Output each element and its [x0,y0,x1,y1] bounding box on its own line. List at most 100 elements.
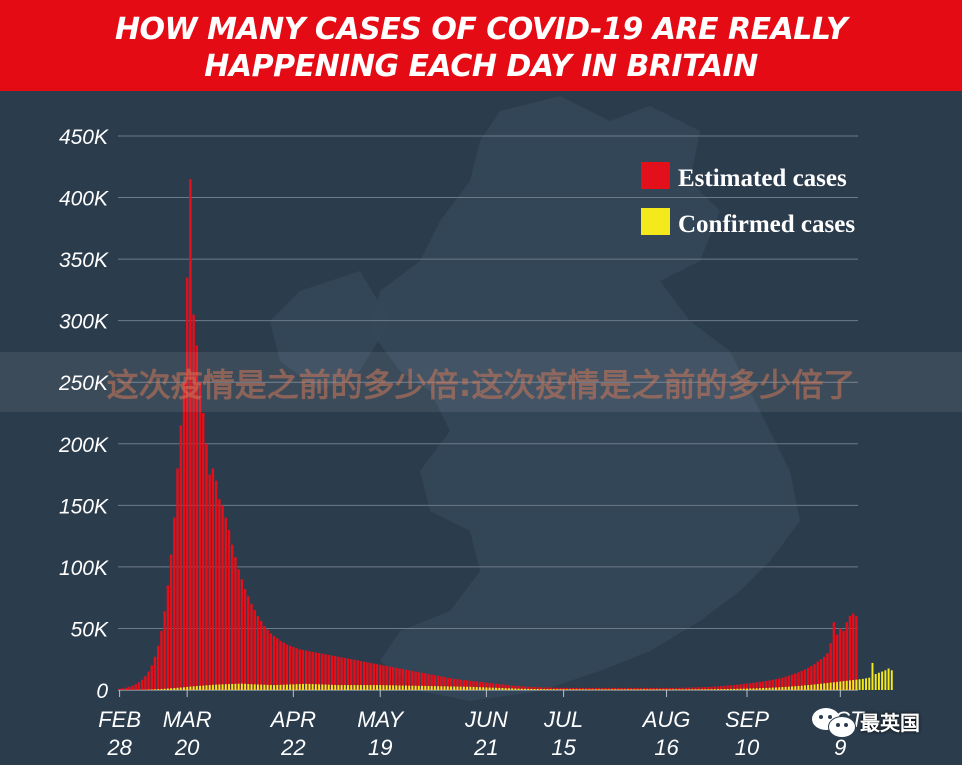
estimated-bar [308,651,311,690]
confirmed-bar [655,689,658,690]
confirmed-bar [218,684,221,690]
confirmed-bar [279,684,282,690]
estimated-bar [182,382,186,690]
estimated-bar [626,687,630,690]
confirmed-bar [404,685,407,690]
estimated-bar [417,672,421,690]
confirmed-bar [192,686,195,690]
estimated-bar [761,681,765,690]
confirmed-bar [443,686,446,690]
confirmed-bar [855,679,858,690]
estimated-bar [633,687,636,690]
confirmed-bar [688,689,691,690]
confirmed-bar [604,689,607,690]
confirmed-bar [437,686,440,690]
confirmed-bar [626,689,629,690]
confirmed-bar [527,688,530,690]
confirmed-bar [556,689,559,690]
estimated-bar [333,656,337,690]
estimated-bar [221,505,224,690]
confirmed-bar [852,680,855,690]
estimated-bar [855,616,858,690]
estimated-bar [501,684,504,690]
confirmed-bar [694,689,697,690]
estimated-bar [346,658,350,690]
y-tick-label: 300K [59,311,109,334]
estimated-bar [794,673,797,690]
estimated-bar [823,656,826,690]
confirmed-bar [298,684,301,690]
confirmed-bar [549,689,552,690]
estimated-bar [549,687,552,690]
estimated-bar [121,688,125,690]
x-tick-month: MAR [163,707,212,732]
confirmed-bar [253,684,256,690]
estimated-bar [662,687,665,690]
estimated-bar [684,687,688,690]
y-tick-label: 150K [59,495,109,518]
estimated-bar [617,687,620,690]
corner-watermark: 最英国 [812,704,920,738]
confirmed-bar [417,685,420,690]
confirmed-bar [356,685,359,690]
x-tick-month: MAY [357,707,404,732]
estimated-bar [295,648,298,690]
confirmed-bar [813,684,816,690]
estimated-bar [716,686,720,690]
confirmed-bar [195,686,198,690]
estimated-bar [694,687,697,690]
confirmed-bar [707,689,710,690]
estimated-bar [395,667,398,690]
estimated-bar [157,645,160,690]
watermark-text: 这次疫情是之前的多少倍:这次疫情是之前的多少倍了 [106,366,856,404]
estimated-bar [568,687,572,690]
estimated-bar [601,687,604,690]
confirmed-bar [359,685,362,690]
x-tick-month: SEP [725,707,769,732]
confirmed-bar [395,685,398,690]
estimated-bar [703,687,707,690]
confirmed-bar [430,686,433,690]
estimated-bar [491,683,495,690]
estimated-bar [839,628,842,690]
x-tick-day: 19 [368,735,392,760]
confirmed-bar [501,688,504,690]
estimated-bar [752,682,755,690]
confirmed-bar [884,670,887,690]
estimated-bar [523,686,527,690]
estimated-bar [784,676,787,690]
estimated-bar [636,687,639,690]
estimated-bar [198,382,202,690]
confirmed-bar [295,684,298,690]
y-tick-label: 400K [59,188,109,211]
confirmed-bar [845,680,848,690]
estimated-bar [269,633,273,690]
estimated-bar [385,665,388,690]
estimated-bar [211,468,215,690]
confirmed-bar [887,668,890,690]
estimated-bar [214,480,218,690]
confirmed-bar [372,685,375,690]
estimated-bar [613,687,617,690]
estimated-bar [382,665,385,690]
confirmed-bar [318,684,321,690]
estimated-bar [446,677,449,690]
estimated-bar [572,687,575,690]
confirmed-bar [826,682,829,690]
confirmed-bar [636,689,639,690]
confirmed-bar [829,682,832,690]
watermark-band [0,352,962,412]
confirmed-bar [469,686,472,690]
estimated-bar [414,671,417,690]
estimated-bar [465,680,469,690]
confirmed-bar [832,682,835,690]
confirmed-bar [797,685,800,690]
estimated-bar [755,682,758,690]
estimated-bar [321,653,324,690]
confirmed-bar [511,688,514,690]
estimated-bar [153,656,157,690]
confirmed-bar [289,684,292,690]
confirmed-bar [700,689,703,690]
estimated-bar [118,688,121,690]
estimated-bar [179,425,182,690]
